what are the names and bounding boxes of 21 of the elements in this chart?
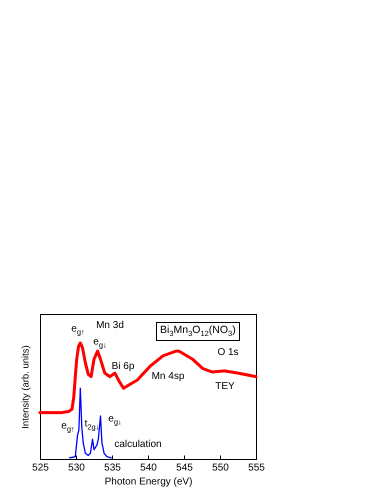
annotation: e$_{g↑}$ bbox=[61, 420, 75, 434]
annotation: e$_{g↓}$ bbox=[108, 413, 122, 426]
annotation: t$_{2g↓}$ bbox=[84, 418, 100, 432]
x-axis-title: Photon Energy (eV) bbox=[104, 476, 192, 488]
text: Mn 3d bbox=[96, 320, 124, 331]
annotation: O 1s bbox=[217, 347, 239, 358]
x-tick-label: 525 bbox=[32, 462, 50, 474]
y-axis-title: Intensity (arb. units) bbox=[20, 345, 32, 429]
annotation: e$_{g↓}$ bbox=[93, 336, 107, 350]
annotation: calculation bbox=[114, 439, 162, 450]
x-tick-label: 530 bbox=[68, 462, 86, 474]
x-tick-label: 550 bbox=[212, 462, 230, 474]
annotation: TEY bbox=[215, 381, 235, 392]
x-tick-label: 540 bbox=[140, 462, 158, 474]
x-tick-label: 545 bbox=[176, 462, 194, 474]
chart-title: Bi$_{3}$Mn$_{3}$O$_{12}$(NO$_{3}$) bbox=[160, 324, 236, 338]
text: e$_{g↑}$ bbox=[71, 323, 85, 336]
x-tick-label: 555 bbox=[248, 462, 266, 474]
annotation: Bi 6p bbox=[112, 361, 134, 372]
x-tick-label: 535 bbox=[104, 462, 122, 474]
annotation: Mn 4sp bbox=[152, 371, 184, 382]
